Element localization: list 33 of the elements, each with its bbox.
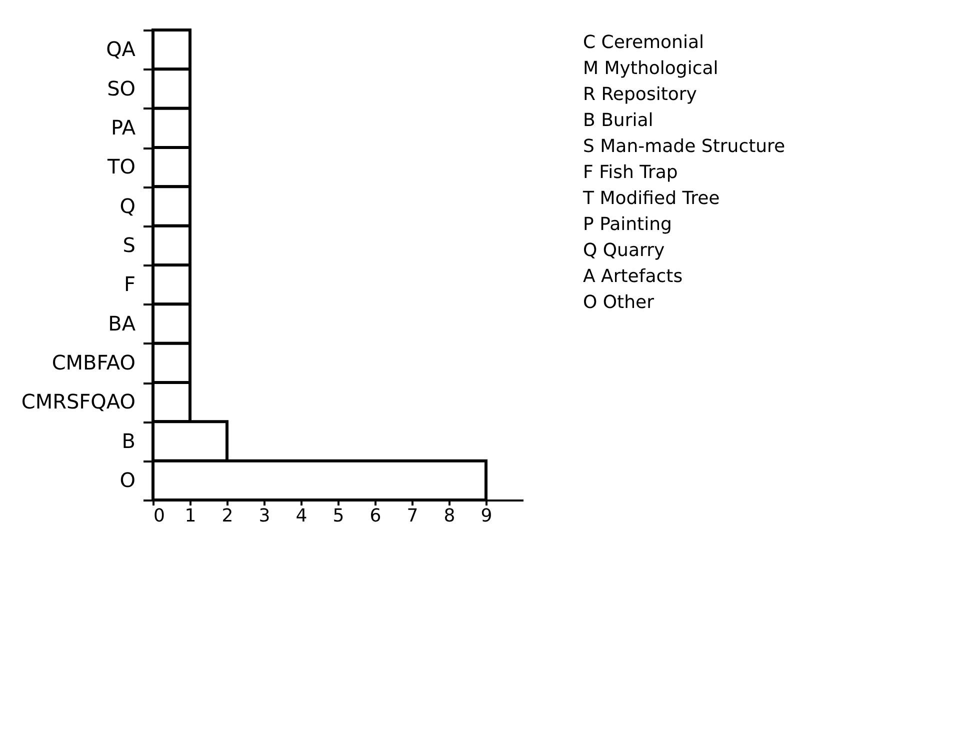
y-tick-label: CMRSFQAO bbox=[21, 390, 136, 414]
x-tick-label: 3 bbox=[258, 506, 270, 526]
y-tick-label: CMBFAO bbox=[52, 350, 136, 374]
x-tick-label: 8 bbox=[444, 506, 456, 526]
text: S Man-made Structure bbox=[583, 136, 786, 157]
y-tick-label: O bbox=[120, 468, 136, 492]
x-tick-label: 7 bbox=[406, 506, 418, 526]
y-tick-label: Q bbox=[120, 194, 136, 218]
x-tick-label: 5 bbox=[332, 506, 344, 526]
y-tick-label: SO bbox=[107, 76, 136, 100]
y-tick-label: PA bbox=[111, 115, 136, 140]
x-tick-label: 1 bbox=[184, 506, 196, 526]
text: M Mythological bbox=[583, 58, 718, 79]
text: F Fish Trap bbox=[583, 162, 678, 183]
text: Q Quarry bbox=[583, 240, 665, 261]
y-tick-label: QA bbox=[106, 37, 136, 62]
text: B Burial bbox=[583, 110, 654, 131]
text: O Other bbox=[583, 292, 655, 313]
text: A Artefacts bbox=[583, 266, 683, 287]
y-tick-label: B bbox=[122, 428, 136, 453]
x-tick-label: 2 bbox=[222, 506, 234, 526]
x-tick-label: 6 bbox=[370, 506, 382, 526]
x-tick-label: 9 bbox=[480, 506, 492, 526]
x-tick-label: 4 bbox=[296, 506, 308, 526]
y-tick-label: S bbox=[122, 232, 136, 257]
x-tick-label: 0 bbox=[154, 506, 165, 526]
text: T Modified Tree bbox=[582, 188, 720, 209]
y-tick-label: BA bbox=[108, 311, 136, 336]
y-tick-label: TO bbox=[106, 154, 136, 179]
text: P Painting bbox=[583, 214, 672, 235]
y-tick-label: F bbox=[124, 272, 136, 296]
text: R Repository bbox=[583, 84, 698, 105]
text: C Ceremonial bbox=[583, 32, 704, 53]
